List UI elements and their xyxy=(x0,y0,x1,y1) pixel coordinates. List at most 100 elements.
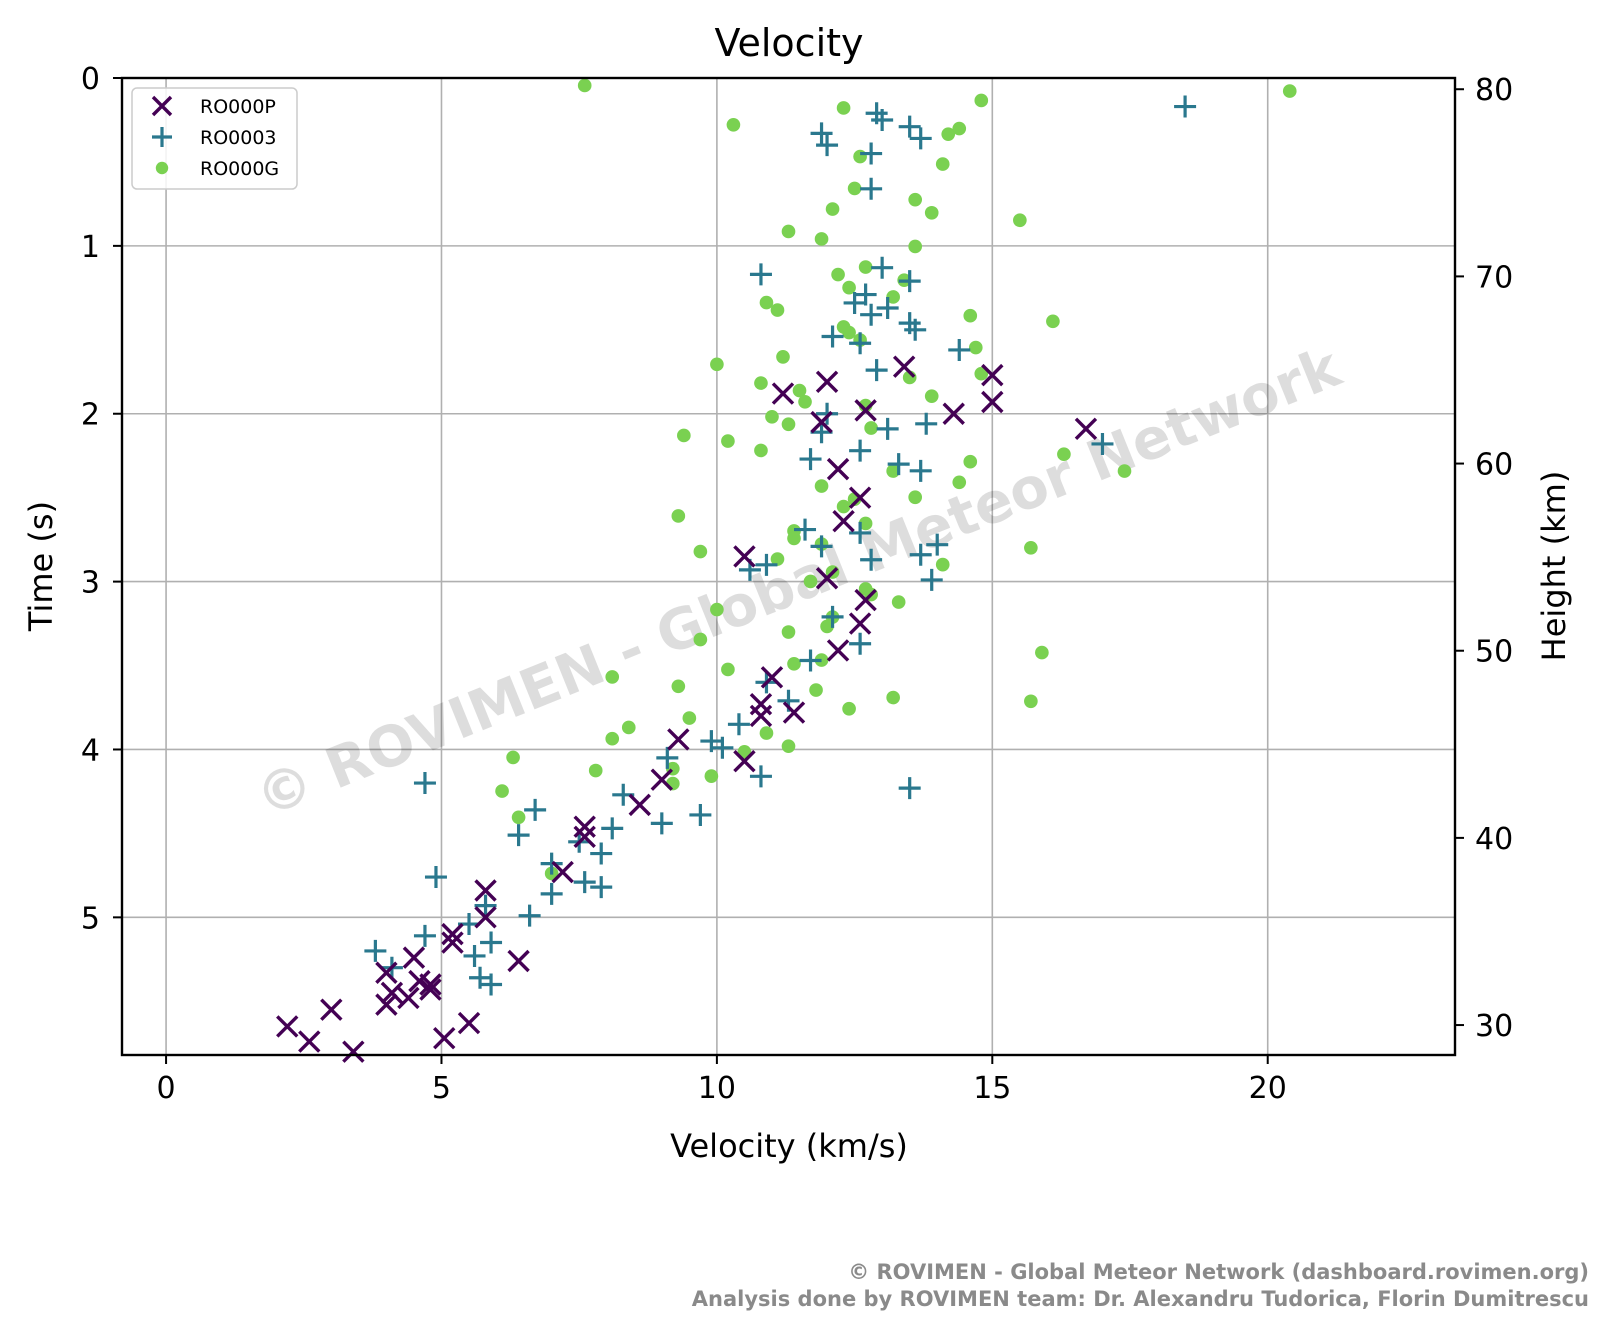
series-RO000G xyxy=(495,78,1297,881)
data-point xyxy=(765,409,779,424)
data-point xyxy=(816,134,839,157)
data-point xyxy=(480,973,503,996)
data-point xyxy=(981,363,1004,387)
data-point xyxy=(413,924,436,947)
data-point xyxy=(590,842,613,865)
data-point xyxy=(671,509,686,523)
y2-tick-label: 70 xyxy=(1475,260,1513,295)
axes-ticks: 0 5 10 15 20 0 1 2 3 4 5 30 40 50 60 70 80 xyxy=(81,62,1513,1106)
data-point xyxy=(771,382,795,405)
data-point xyxy=(1013,213,1027,228)
data-point xyxy=(424,866,447,889)
data-point xyxy=(721,662,735,677)
data-point xyxy=(726,117,741,132)
x-tick-label: 20 xyxy=(1249,1071,1287,1106)
data-point xyxy=(854,588,877,612)
data-point xyxy=(820,619,834,634)
data-point xyxy=(926,533,949,556)
data-point xyxy=(781,625,796,639)
data-point xyxy=(605,670,620,684)
data-point xyxy=(871,256,894,279)
data-point xyxy=(749,263,772,286)
x-tick-label: 5 xyxy=(432,1071,451,1106)
data-point xyxy=(413,772,436,795)
data-point xyxy=(507,949,530,973)
data-point xyxy=(842,280,856,295)
data-point xyxy=(832,509,855,533)
data-point xyxy=(727,713,750,736)
data-point xyxy=(755,553,778,576)
data-point xyxy=(886,464,900,478)
data-point xyxy=(842,325,856,340)
data-point xyxy=(711,736,734,759)
data-point xyxy=(810,410,833,434)
plot-frame xyxy=(120,76,1457,1057)
data-point xyxy=(814,653,829,667)
y2-tick-label: 50 xyxy=(1475,635,1513,670)
data-point xyxy=(342,1040,365,1063)
data-point xyxy=(909,459,932,482)
data-point xyxy=(826,457,850,481)
data-point xyxy=(853,149,867,164)
data-point xyxy=(433,1027,456,1050)
data-point xyxy=(621,720,636,735)
data-point xyxy=(810,122,833,145)
data-point xyxy=(682,711,697,725)
legend-marker-RO000G xyxy=(155,161,169,175)
data-point xyxy=(849,332,872,355)
data-point xyxy=(942,402,965,425)
data-point xyxy=(1046,314,1060,329)
watermark-text: © ROVIMEN - Global Meteor Network xyxy=(247,334,1351,831)
data-point xyxy=(507,824,530,847)
data-point xyxy=(1091,432,1114,455)
data-point xyxy=(419,978,442,1001)
data-point xyxy=(577,78,592,93)
data-point xyxy=(854,399,877,422)
data-point xyxy=(1035,645,1049,660)
y2-tick-label: 40 xyxy=(1475,822,1513,857)
data-point xyxy=(375,961,398,984)
data-point xyxy=(781,224,796,239)
data-point xyxy=(457,1011,481,1035)
y-axis-label: Time (s) xyxy=(22,501,60,632)
chart-title: Velocity xyxy=(714,21,863,65)
data-point xyxy=(551,860,574,884)
data-point xyxy=(935,157,950,171)
data-point xyxy=(814,232,829,246)
data-point xyxy=(886,690,900,705)
data-point xyxy=(770,552,785,566)
data-point xyxy=(821,605,844,628)
data-point xyxy=(474,879,497,902)
data-point xyxy=(759,295,774,310)
data-point xyxy=(810,421,833,444)
data-point xyxy=(815,567,839,590)
data-point xyxy=(792,383,807,398)
data-point xyxy=(898,777,921,800)
data-point xyxy=(816,402,839,425)
data-point xyxy=(573,815,596,838)
data-point xyxy=(737,744,752,759)
legend-marker-RO000P xyxy=(151,95,173,117)
data-point xyxy=(441,931,464,954)
data-point xyxy=(650,812,673,835)
y2-tick-label: 30 xyxy=(1475,1009,1513,1044)
footer-credit: © ROVIMEN - Global Meteor Network (dashb… xyxy=(848,1260,1589,1284)
data-point xyxy=(848,612,872,635)
data-point xyxy=(981,390,1004,414)
data-point xyxy=(821,325,844,348)
data-point xyxy=(963,454,978,469)
series-RO0003 xyxy=(364,95,1197,996)
data-point xyxy=(1117,464,1132,478)
data-point xyxy=(904,318,927,341)
data-point xyxy=(876,417,899,440)
data-point xyxy=(860,548,883,571)
data-point xyxy=(1024,694,1038,709)
x-tick-label: 10 xyxy=(698,1071,736,1106)
data-point xyxy=(842,701,856,716)
data-point xyxy=(480,931,503,954)
data-point xyxy=(656,746,679,769)
data-point xyxy=(858,516,873,531)
data-point xyxy=(700,730,723,753)
watermark: © ROVIMEN - Global Meteor Network xyxy=(247,334,1351,831)
data-point xyxy=(721,434,735,448)
